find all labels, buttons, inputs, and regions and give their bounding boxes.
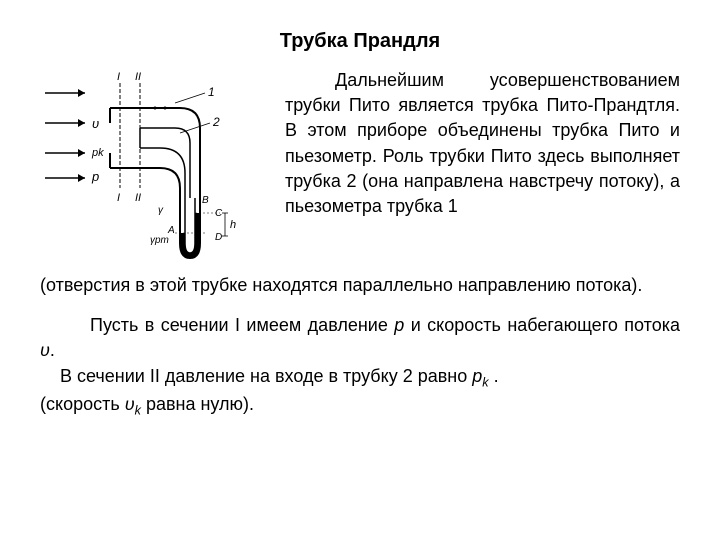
label-v: υ: [92, 116, 99, 131]
label-pk: pk: [91, 147, 104, 159]
paragraph-2: Пусть в сечении I имеем давление p и ско…: [40, 313, 680, 363]
p2-p: p: [394, 315, 404, 335]
prandtl-tube-diagram: υ pk p I I II II 1: [40, 68, 270, 268]
label-II-top: II: [135, 71, 141, 83]
label-C: C: [215, 208, 223, 219]
paragraph-1-right: Дальнейшим усовершенствованием трубки Пи…: [285, 68, 680, 268]
p3-part2: .: [489, 366, 499, 386]
label-I-top: I: [117, 71, 120, 83]
label-gamma-rt: γрт: [150, 235, 169, 246]
page-title: Трубка Прандля: [40, 30, 680, 53]
label-p: p: [91, 169, 99, 184]
p2-v: υ: [40, 340, 50, 360]
label-1: 1: [208, 85, 215, 99]
p4-part2: равна нулю).: [141, 394, 254, 414]
p3-pk: p: [472, 366, 482, 386]
diagram-container: υ pk p I I II II 1: [40, 68, 270, 268]
label-I-bot: I: [117, 192, 120, 204]
label-2: 2: [212, 115, 220, 129]
p2-part3: .: [50, 340, 55, 360]
label-II-bot: II: [135, 192, 141, 204]
paragraph-3: В сечении II давление на входе в трубку …: [40, 364, 680, 392]
label-h: h: [230, 219, 236, 231]
label-gamma: γ: [158, 205, 164, 216]
label-B: B: [202, 195, 209, 206]
p2-part1: Пусть в сечении I имеем давление: [90, 315, 394, 335]
p3-part1: В сечении II давление на входе в трубку …: [60, 366, 472, 386]
p4-vk: υ: [125, 394, 135, 414]
paragraph-4: (скорость υk равна нулю).: [40, 392, 680, 420]
p4-part1: (скорость: [40, 394, 125, 414]
label-D: D: [215, 232, 222, 243]
paragraph-1-continued: (отверстия в этой трубке находятся парал…: [40, 273, 680, 298]
content-top-row: υ pk p I I II II 1: [40, 68, 680, 268]
p2-part2: и скорость набегающего потока: [404, 315, 680, 335]
